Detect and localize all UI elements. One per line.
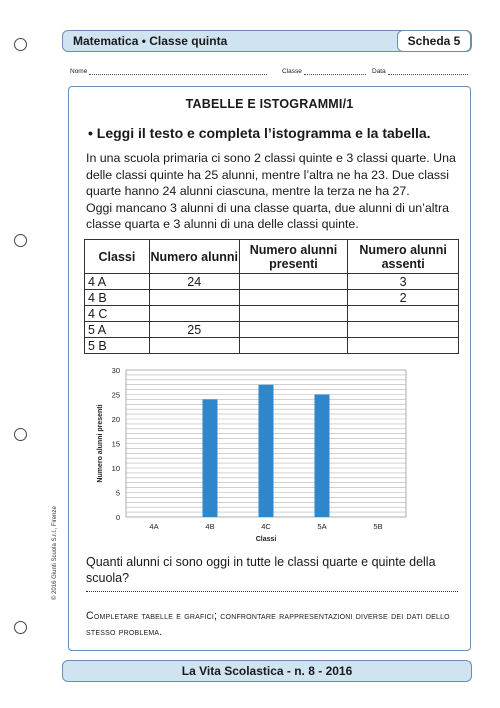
y-tick-label: 10 — [112, 464, 120, 473]
instruction: • Leggi il testo e completa l’istogramma… — [88, 125, 431, 141]
table-row: 4 B 2 — [84, 289, 459, 306]
classe-field: Classe — [282, 68, 366, 75]
cell-presenti[interactable] — [238, 289, 349, 306]
cell-numero[interactable] — [148, 337, 240, 354]
problem-line: classe quarta e 3 alunni di una delle cl… — [86, 217, 359, 231]
x-tick-label: 4A — [149, 522, 158, 531]
table-row: 4 A 24 3 — [84, 273, 459, 290]
y-tick-label: 30 — [112, 366, 120, 375]
x-tick-label: 4C — [261, 522, 271, 531]
cell-numero[interactable]: 25 — [148, 321, 240, 338]
cell-classe: 5 B — [84, 337, 150, 354]
binder-hole-3 — [14, 428, 27, 441]
cell-presenti[interactable] — [238, 337, 349, 354]
header-alunni-assenti: Numero alunni assenti — [347, 239, 459, 274]
problem-line: In una scuola primaria ci sono 2 classi … — [86, 151, 456, 165]
bar — [258, 384, 274, 517]
nome-field: Nome — [70, 68, 268, 75]
cell-assenti[interactable]: 3 — [347, 273, 459, 290]
x-tick-label: 5B — [373, 522, 382, 531]
bar — [202, 399, 218, 517]
nome-label: Nome — [70, 68, 88, 75]
cell-classe: 4 A — [84, 273, 150, 290]
header-numero-alunni: Numero alunni — [148, 239, 240, 274]
table-row: 4 C — [84, 305, 459, 322]
data-label: Data — [372, 68, 386, 75]
cell-assenti[interactable] — [347, 337, 459, 354]
x-axis-label: Classi — [256, 536, 277, 543]
problem-text: In una scuola primaria ci sono 2 classi … — [86, 150, 464, 233]
objective-text: Completare tabelle e grafici; confrontar… — [86, 610, 450, 638]
header-bar: Matematica • Classe quinta Scheda 5 — [62, 30, 472, 52]
classe-label: Classe — [282, 68, 302, 75]
table-row: 5 B — [84, 337, 459, 354]
cell-classe: 4 C — [84, 305, 150, 322]
cell-numero[interactable] — [148, 289, 240, 306]
y-axis-label: Numero alunni presenti — [97, 404, 104, 482]
footer-bar: La Vita Scolastica - n. 8 - 2016 — [62, 660, 472, 682]
binder-hole-4 — [14, 621, 27, 634]
data-field: Data — [372, 68, 468, 75]
header-classi: Classi — [84, 239, 150, 274]
y-tick-label: 5 — [116, 489, 120, 498]
problem-line: delle classi quinte ha 25 alunni, mentre… — [86, 167, 449, 182]
question-text: Quanti alunni ci sono oggi in tutte le c… — [86, 555, 436, 585]
copyright-text: © 2016 Giunti Scuola S.r.l., Firenze — [52, 506, 58, 600]
table-header-row: Classi Numero alunni Numero alunni prese… — [84, 239, 459, 274]
data-table: Classi Numero alunni Numero alunni prese… — [84, 239, 459, 354]
cell-presenti[interactable] — [238, 321, 349, 338]
subject-title: Matematica • Classe quinta — [73, 34, 228, 48]
binder-hole-2 — [14, 234, 27, 247]
binder-hole-1 — [14, 38, 27, 51]
cell-classe: 4 B — [84, 289, 150, 306]
cell-assenti[interactable]: 2 — [347, 289, 459, 306]
cell-assenti[interactable] — [347, 305, 459, 322]
scheda-badge: Scheda 5 — [397, 30, 471, 52]
x-tick-label: 4B — [205, 522, 214, 531]
cell-assenti[interactable] — [347, 321, 459, 338]
x-tick-label: 5A — [317, 522, 326, 531]
y-tick-label: 25 — [112, 391, 120, 400]
y-tick-label: 20 — [112, 415, 120, 424]
sheet-title: TABELLE E ISTOGRAMMI/1 — [185, 97, 354, 111]
bar — [314, 394, 330, 517]
cell-classe: 5 A — [84, 321, 150, 338]
cell-numero[interactable] — [148, 305, 240, 322]
table-row: 5 A 25 — [84, 321, 459, 338]
cell-presenti[interactable] — [238, 273, 349, 290]
cell-numero[interactable]: 24 — [148, 273, 240, 290]
content-frame — [68, 86, 471, 651]
histogram-chart: 0 5 10 15 20 25 30 4A 4B 4C 5A 5B Classi Numero alunn… — [97, 366, 407, 543]
header-alunni-presenti: Numero alunni presenti — [238, 239, 349, 274]
y-tick-label: 15 — [112, 440, 120, 449]
problem-line: Oggi mancano 3 alunni di una classe quar… — [86, 200, 450, 215]
cell-presenti[interactable] — [238, 305, 349, 322]
problem-line: quarte hanno 24 alunni ciascuna, mentre … — [86, 184, 410, 198]
y-tick-label: 0 — [116, 513, 120, 522]
answer-line[interactable] — [86, 591, 458, 592]
